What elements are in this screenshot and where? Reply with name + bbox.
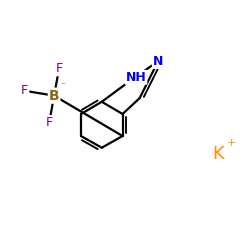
Text: NH: NH — [126, 71, 146, 84]
Text: ⁻: ⁻ — [61, 81, 66, 91]
Text: F: F — [56, 62, 62, 75]
Text: K: K — [212, 145, 224, 163]
Text: B: B — [49, 89, 60, 103]
Text: +: + — [227, 138, 236, 148]
Text: F: F — [21, 84, 28, 97]
Text: F: F — [46, 116, 53, 129]
Text: N: N — [153, 55, 163, 68]
